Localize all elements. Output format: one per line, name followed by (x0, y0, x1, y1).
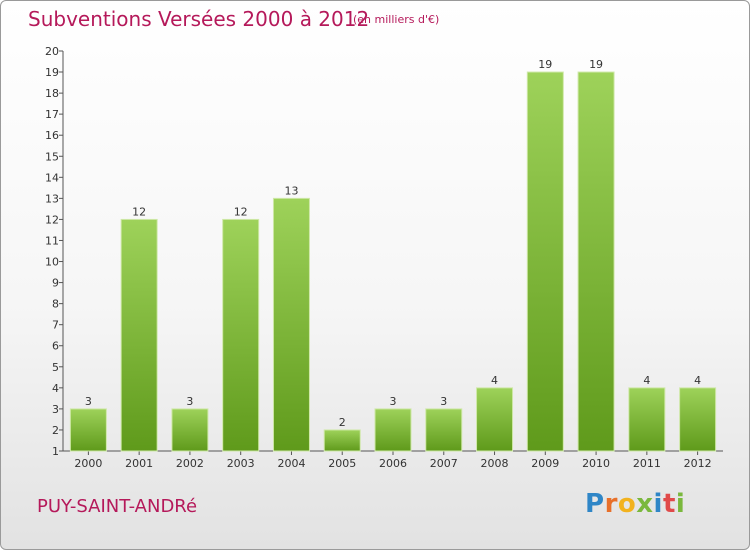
bar-2009 (526, 71, 564, 452)
bar-2010 (577, 71, 615, 452)
bar-2001 (120, 218, 158, 452)
bar-value-label: 4 (643, 374, 650, 387)
brand-logo: Proxiti (585, 489, 686, 519)
x-tick-label: 2011 (633, 457, 661, 470)
y-tick-label: 16 (45, 129, 59, 142)
bar-value-label: 19 (538, 58, 552, 71)
y-tick-label: 8 (52, 298, 59, 311)
bar-value-label: 3 (440, 395, 447, 408)
place-name: PUY-SAINT-ANDRé (37, 496, 198, 517)
bar-value-label: 4 (694, 374, 701, 387)
y-tick-label: 5 (52, 361, 59, 374)
bar-value-label: 4 (491, 374, 498, 387)
x-tick-label: 2012 (684, 457, 712, 470)
y-tick-label: 13 (45, 192, 59, 205)
y-tick-label: 1 (52, 445, 59, 458)
bar-value-label: 3 (390, 395, 397, 408)
bar-value-label: 19 (589, 58, 603, 71)
bar-value-label: 2 (339, 416, 346, 429)
x-tick-label: 2005 (328, 457, 356, 470)
bar-value-label: 12 (234, 205, 248, 218)
x-tick-label: 2003 (227, 457, 255, 470)
bar-value-label: 12 (132, 205, 146, 218)
x-tick-label: 2009 (531, 457, 559, 470)
bar-2002 (171, 408, 209, 452)
bars-group: 3 12 3 12 13 2 3 3 4 19 19 4 4 (69, 58, 717, 452)
bar-2004 (272, 197, 310, 452)
x-tick-label: 2010 (582, 457, 610, 470)
bar-2005 (323, 429, 361, 452)
y-tick-label: 4 (52, 382, 59, 395)
bar-2007 (425, 408, 463, 452)
bar-2012 (679, 387, 717, 452)
y-tick-label: 3 (52, 403, 59, 416)
y-tick-label: 18 (45, 87, 59, 100)
x-tick-label: 2007 (430, 457, 458, 470)
bar-value-label: 13 (284, 184, 298, 197)
x-tick-label: 2002 (176, 457, 204, 470)
y-tick-label: 10 (45, 256, 59, 269)
y-tick-label: 19 (45, 66, 59, 79)
bar-2008 (476, 387, 514, 452)
x-tick-label: 2004 (277, 457, 305, 470)
bar-value-label: 3 (186, 395, 193, 408)
y-tick-label: 6 (52, 340, 59, 353)
chart-title: Subventions Versées 2000 à 2012 (28, 7, 370, 31)
y-tick-label: 15 (45, 150, 59, 163)
x-tick-label: 2000 (74, 457, 102, 470)
x-tick-label: 2006 (379, 457, 407, 470)
bar-2003 (222, 218, 260, 452)
y-tick-label: 12 (45, 213, 59, 226)
y-tick-label: 7 (52, 319, 59, 332)
y-tick-label: 17 (45, 108, 59, 121)
y-tick-label: 2 (52, 424, 59, 437)
y-tick-label: 14 (45, 171, 59, 184)
y-tick-label: 20 (45, 45, 59, 58)
y-tick-label: 11 (45, 234, 59, 247)
x-tick-label: 2001 (125, 457, 153, 470)
x-tick-label: 2008 (481, 457, 509, 470)
bar-2011 (628, 387, 666, 452)
bar-2006 (374, 408, 412, 452)
chart-unit-note: (en milliers d'€) (353, 13, 440, 26)
bar-2000 (69, 408, 107, 452)
y-tick-label: 9 (52, 277, 59, 290)
bar-value-label: 3 (85, 395, 92, 408)
